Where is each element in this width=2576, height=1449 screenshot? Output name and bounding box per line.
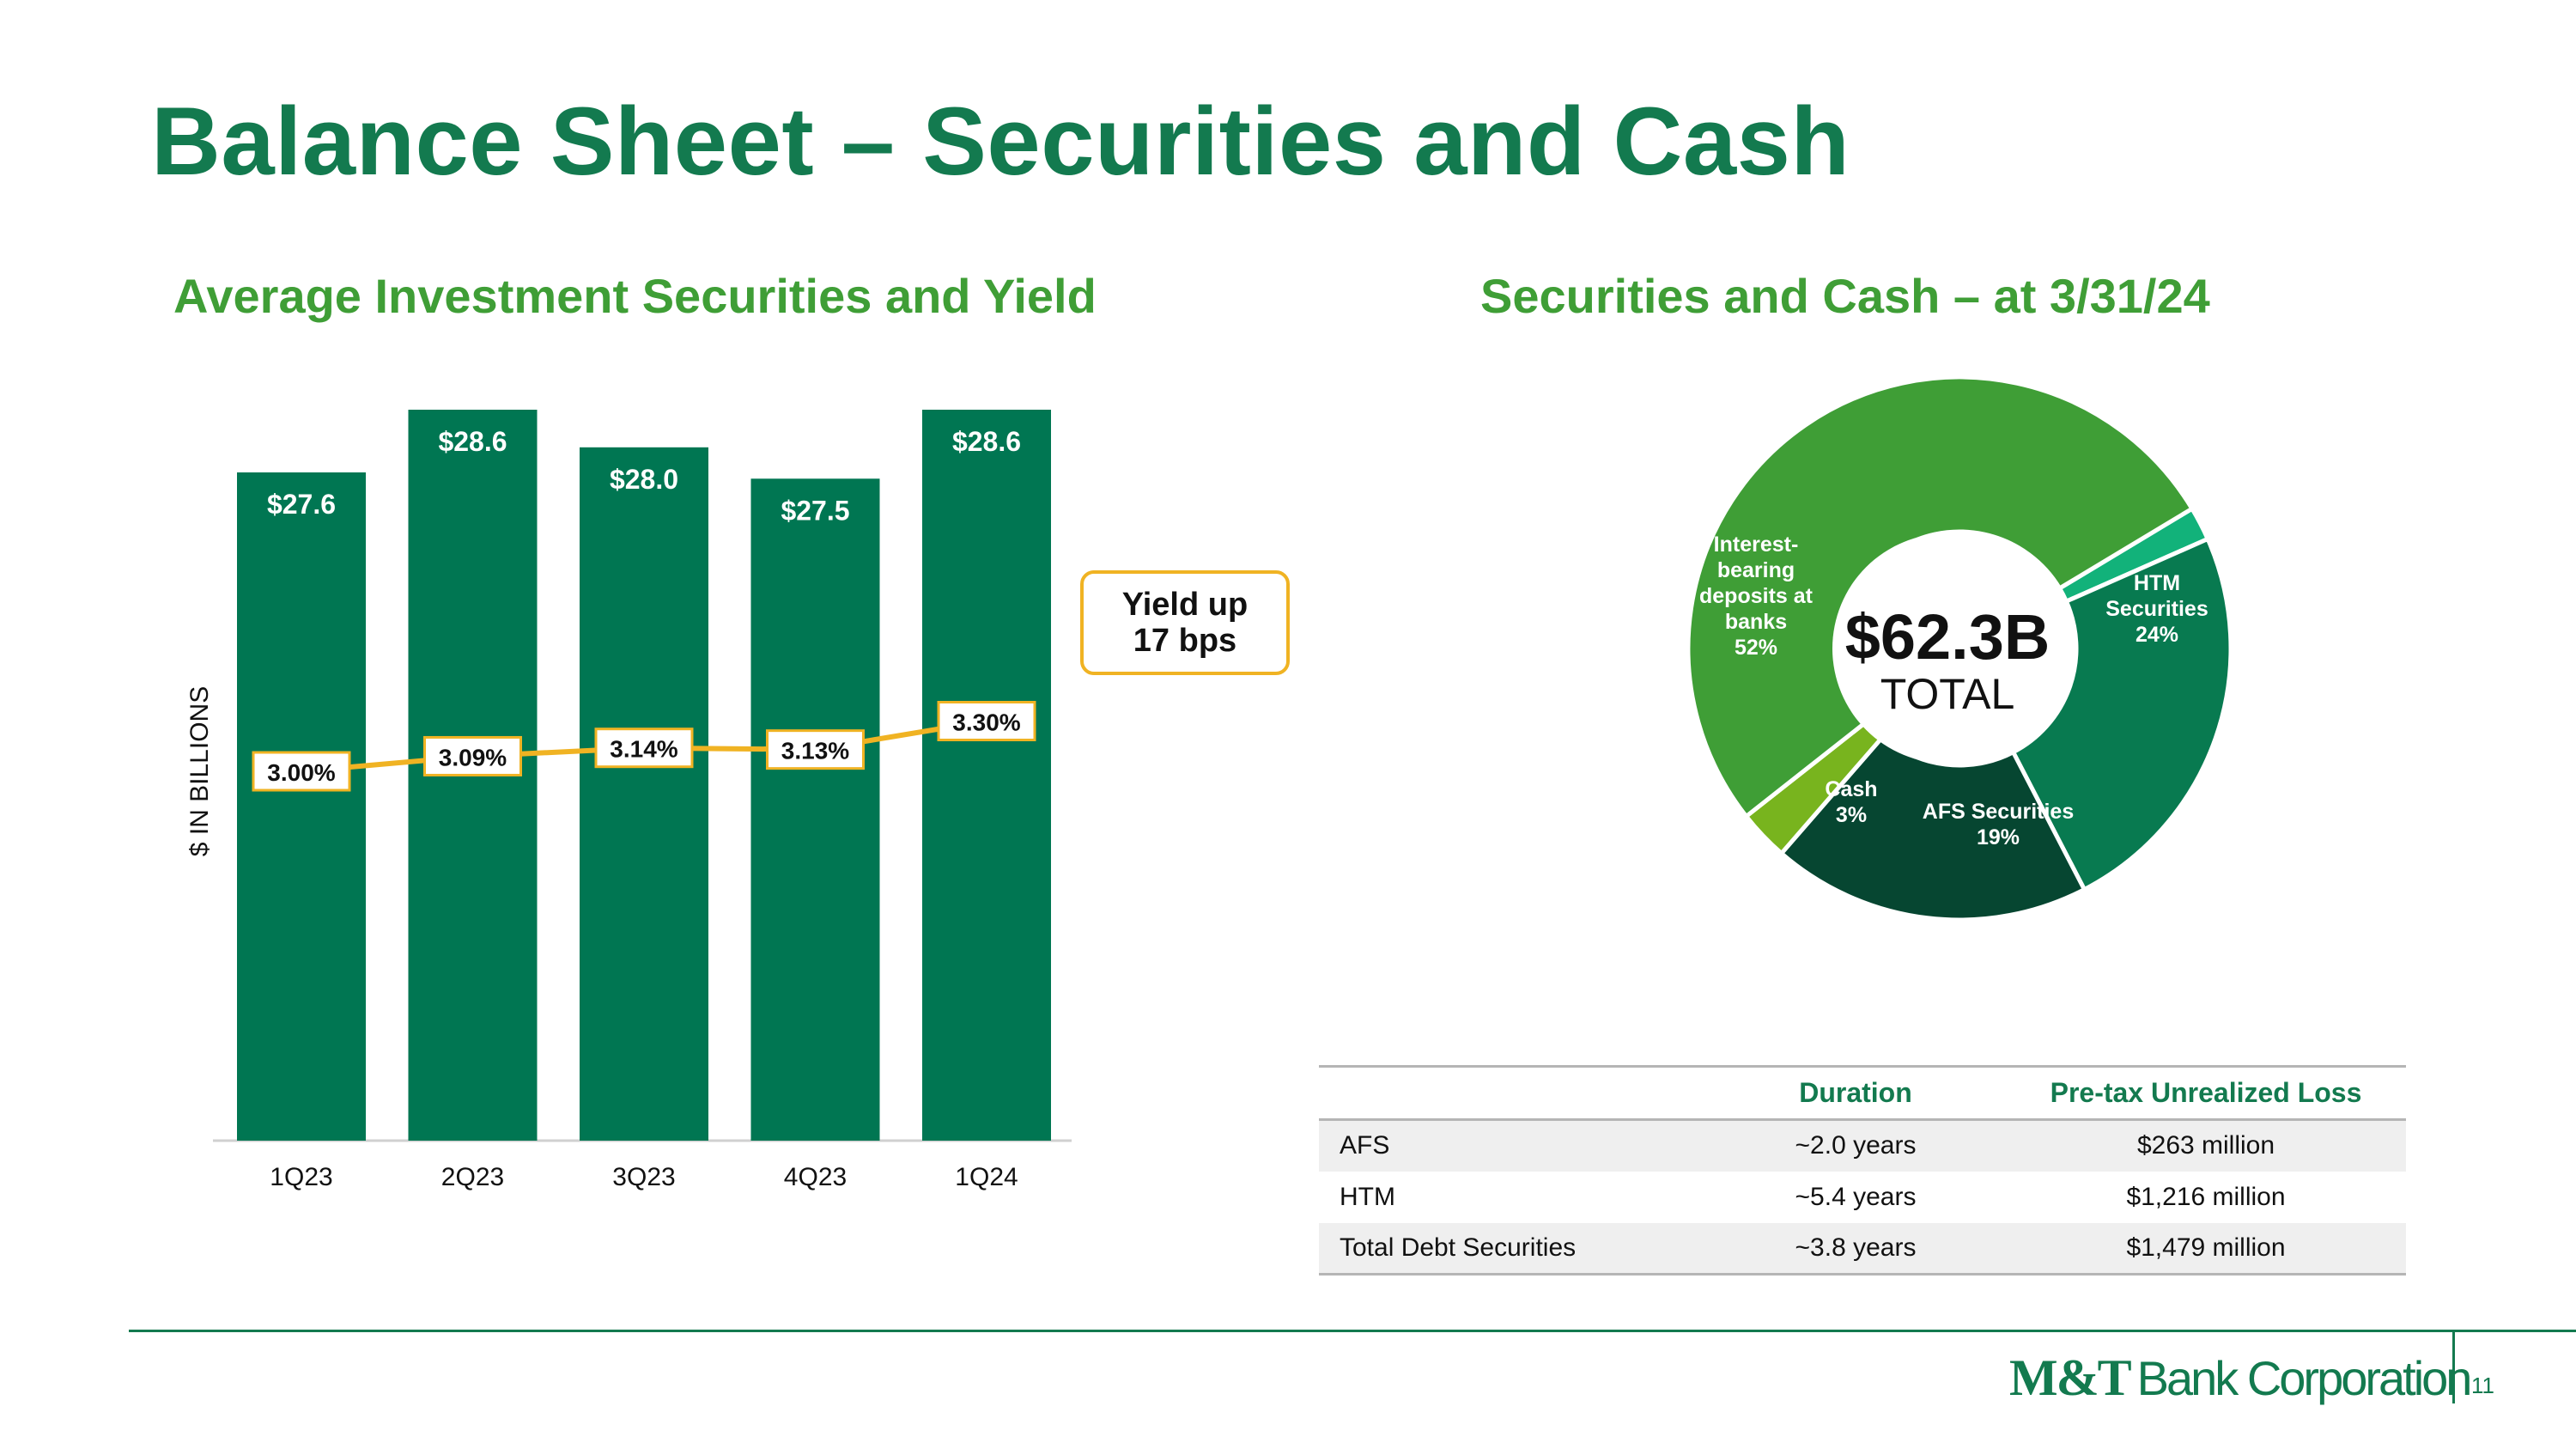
donut-chart-title: Securities and Cash – at 3/31/24	[1480, 269, 2210, 323]
x-tick-label: 4Q23	[784, 1163, 847, 1191]
donut-slice-label-line: Securities	[2105, 597, 2208, 621]
x-tick-label: 3Q23	[612, 1163, 675, 1191]
page-number: 11	[2471, 1373, 2494, 1398]
table-cell: AFS	[1319, 1119, 1705, 1172]
yield-label-box	[766, 729, 865, 770]
yield-point: 3.09%	[423, 735, 522, 776]
table-row: AFS ~2.0 years $263 million	[1319, 1119, 2406, 1172]
duration-loss-table: Duration Pre-tax Unrealized Loss AFS ~2.…	[1319, 1065, 2406, 1275]
yield-callout: Yield up 17 bps	[1080, 570, 1290, 675]
donut-slice-label-line: Cash	[1825, 777, 1877, 801]
company-logo: M&T Bank Corporation	[2009, 1349, 2473, 1409]
table-cell: $1,216 million	[2126, 1182, 2286, 1211]
yield-value-label: 3.00%	[267, 759, 335, 786]
bar-value-label: $27.6	[267, 489, 336, 520]
logo-mark: M&T	[2009, 1349, 2132, 1406]
y-axis-label: $ IN BILLIONS	[185, 686, 214, 856]
bar-1q24	[922, 410, 1051, 1141]
donut-slice-label-line: HTM	[2134, 571, 2180, 595]
table-cell: Total Debt Securities	[1319, 1222, 1705, 1275]
yield-point: 3.13%	[766, 729, 865, 770]
donut-center-hole	[1832, 533, 2063, 764]
table-row: Total Debt Securities ~3.8 years $1,479 …	[1319, 1222, 2406, 1275]
slide-title: Balance Sheet – Securities and Cash	[151, 88, 1850, 195]
donut-slice-label-line: 52%	[1735, 636, 1777, 660]
table-row: HTM ~5.4 years $1,216 million	[1319, 1172, 2406, 1223]
x-tick-label: 2Q23	[441, 1163, 504, 1191]
logo-wordmark: Bank Corporation	[2136, 1351, 2473, 1405]
bar-4q23	[750, 478, 880, 1141]
table-cell: ~3.8 years	[1705, 1222, 2006, 1275]
donut-slice-label: AFS Securities 19%	[1923, 800, 2074, 849]
table-header-cell: Pre-tax Unrealized Loss	[2006, 1066, 2406, 1121]
bar-chart-title: Average Investment Securities and Yield	[173, 269, 1097, 323]
yield-label-box	[594, 728, 694, 769]
yield-point: 3.14%	[594, 728, 694, 769]
table-cell: ~2.0 years	[1705, 1119, 2006, 1172]
yield-value-label: 3.09%	[439, 744, 507, 770]
bar-1q23	[237, 472, 366, 1141]
table-cell: ~5.4 years	[1795, 1182, 1917, 1211]
bar-3q23	[580, 447, 708, 1141]
donut-slice-label-line: AFS Securities	[1923, 800, 2074, 824]
yield-callout-line1: Yield up	[1121, 587, 1249, 623]
donut-slice-label-line: 3%	[1836, 803, 1867, 827]
donut-center-label: TOTAL	[1880, 670, 2015, 718]
bar-value-label: $28.0	[610, 464, 678, 495]
bar-value-label: $28.6	[952, 426, 1021, 457]
yield-label-box	[252, 751, 351, 792]
table-header-row: Duration Pre-tax Unrealized Loss	[1319, 1066, 2406, 1121]
donut-slice-label-line: banks	[1725, 610, 1787, 634]
yield-value-label: 3.14%	[610, 736, 677, 763]
footer-vertical-divider	[2452, 1330, 2455, 1403]
table-header-cell: Duration	[1705, 1066, 2006, 1121]
table-cell: HTM	[1340, 1182, 1395, 1211]
donut-slice-afs-securities	[1778, 734, 2087, 922]
donut-center-value: $62.3B	[1845, 601, 2050, 673]
table-cell: $1,479 million	[2006, 1222, 2406, 1275]
bar-value-label: $27.5	[781, 495, 849, 526]
footer-divider	[129, 1330, 2576, 1332]
donut-slice-label: Cash 3%	[1825, 777, 1877, 827]
donut-slice-htm-securities	[2010, 536, 2233, 892]
donut-slice-label-line: deposits at	[1699, 584, 1814, 608]
table-header-cell	[1319, 1066, 1705, 1121]
x-tick-label: 1Q23	[270, 1163, 332, 1191]
yield-callout-line2: 17 bps	[1133, 623, 1237, 659]
yield-label-box	[423, 735, 522, 776]
yield-point: 3.30%	[937, 701, 1036, 741]
yield-point: 3.00%	[252, 751, 351, 792]
donut-slice-label-line: Interest-	[1714, 533, 1799, 557]
donut-slice-label: Interest-bearing deposits at banks 52%	[1699, 533, 1814, 660]
donut-slice-label-line: bearing	[1717, 558, 1795, 582]
securities-yield-bar-chart: $ IN BILLIONS $27.6 1Q23 $28.6 2Q23 $28.0 3Q23…	[185, 410, 1072, 1191]
yield-value-label: 3.30%	[952, 709, 1020, 736]
donut-slice-label-line: 24%	[2136, 623, 2178, 647]
yield-value-label: 3.13%	[781, 738, 849, 764]
table-cell: $263 million	[2006, 1119, 2406, 1172]
bar-value-label: $28.6	[438, 426, 507, 457]
x-tick-label: 1Q24	[955, 1163, 1018, 1191]
donut-slice-label: HTM Securities 24%	[2105, 571, 2208, 647]
yield-label-box	[937, 701, 1036, 741]
donut-slice-label-line: 19%	[1977, 825, 2020, 849]
